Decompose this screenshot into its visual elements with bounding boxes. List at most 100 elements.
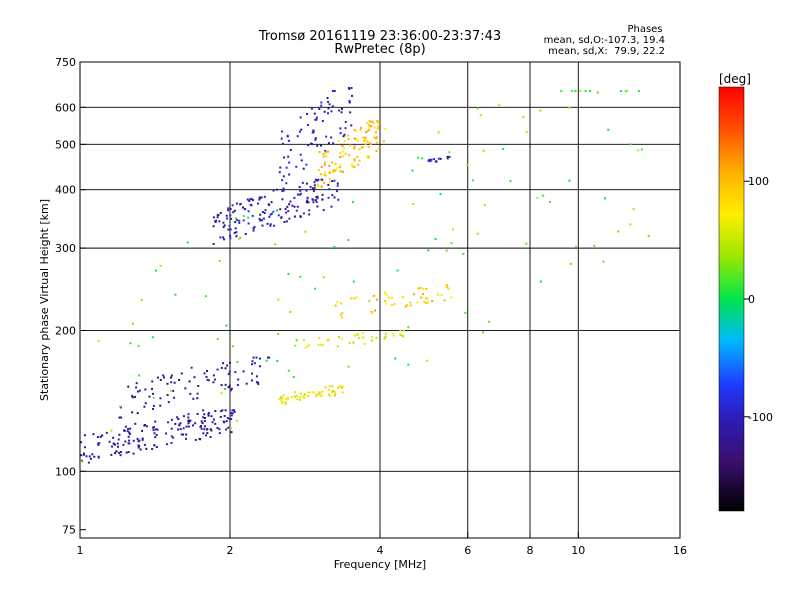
data-point xyxy=(235,219,238,222)
data-point xyxy=(371,311,374,314)
data-point xyxy=(247,210,250,213)
data-point xyxy=(187,422,190,425)
data-point xyxy=(209,436,212,439)
data-point xyxy=(165,443,168,446)
data-point xyxy=(353,147,356,150)
data-point xyxy=(366,130,369,133)
data-point xyxy=(129,427,132,430)
data-point xyxy=(308,213,311,216)
data-point xyxy=(187,416,190,419)
data-point xyxy=(339,152,342,155)
data-point xyxy=(343,147,346,150)
data-point xyxy=(452,228,455,231)
data-points xyxy=(80,86,650,464)
data-point xyxy=(242,206,245,209)
data-point xyxy=(483,204,486,207)
data-point xyxy=(212,374,215,377)
data-point xyxy=(322,155,325,158)
data-point xyxy=(328,178,331,181)
data-point xyxy=(256,202,259,205)
data-point xyxy=(617,230,620,233)
data-point xyxy=(324,151,327,154)
data-point xyxy=(319,144,322,147)
data-point xyxy=(224,367,227,370)
data-point xyxy=(320,101,323,104)
data-point xyxy=(349,111,352,114)
data-point xyxy=(300,159,303,162)
data-point xyxy=(288,173,291,176)
data-point xyxy=(263,195,266,198)
data-point xyxy=(372,294,375,297)
data-point xyxy=(355,333,358,336)
data-point xyxy=(336,301,339,304)
data-point xyxy=(155,433,158,436)
data-point xyxy=(205,375,208,378)
data-point xyxy=(174,293,177,296)
data-point xyxy=(137,344,140,347)
data-point xyxy=(376,120,379,123)
data-point xyxy=(242,215,245,218)
data-point xyxy=(319,180,322,183)
data-point xyxy=(136,437,139,440)
data-point xyxy=(312,201,315,204)
data-point xyxy=(127,435,130,438)
data-point xyxy=(269,224,272,227)
data-point xyxy=(185,433,188,436)
data-point xyxy=(127,442,130,445)
data-point xyxy=(217,213,220,216)
data-point xyxy=(229,427,232,430)
data-point xyxy=(315,393,318,396)
data-point xyxy=(305,163,308,166)
data-point xyxy=(369,143,372,146)
data-point xyxy=(349,144,352,147)
data-point xyxy=(132,439,135,442)
data-point xyxy=(120,416,123,419)
data-point xyxy=(232,211,235,214)
data-point xyxy=(420,296,423,299)
data-point xyxy=(222,236,225,239)
data-point xyxy=(250,363,253,366)
data-point xyxy=(412,293,415,296)
data-point xyxy=(344,127,347,130)
data-point xyxy=(261,211,264,214)
data-point xyxy=(294,344,297,347)
data-point xyxy=(363,343,366,346)
data-point xyxy=(446,155,449,158)
data-point xyxy=(373,126,376,129)
data-point xyxy=(204,295,207,298)
data-point xyxy=(154,428,157,431)
data-point xyxy=(367,123,370,126)
data-point xyxy=(157,376,160,379)
data-point xyxy=(228,417,231,420)
stats-line-x: mean, sd,X: 79.9, 22.2 xyxy=(548,46,665,57)
data-point xyxy=(127,451,130,454)
data-point xyxy=(338,335,341,338)
data-point xyxy=(353,137,356,140)
data-point xyxy=(439,192,442,195)
data-point xyxy=(427,249,430,252)
data-point xyxy=(368,141,371,144)
data-point xyxy=(233,231,236,234)
data-point xyxy=(154,436,157,439)
data-point xyxy=(172,389,175,392)
data-point xyxy=(170,427,173,430)
data-point xyxy=(332,142,335,145)
data-point xyxy=(92,433,95,436)
data-point xyxy=(225,428,228,431)
data-point xyxy=(145,447,148,450)
data-point xyxy=(299,116,302,119)
data-point xyxy=(105,431,108,434)
data-point xyxy=(341,150,344,153)
data-point xyxy=(212,418,215,421)
data-point xyxy=(375,141,378,144)
data-point xyxy=(159,397,162,400)
data-point xyxy=(348,99,351,102)
data-point xyxy=(328,164,331,167)
data-point xyxy=(399,334,402,337)
data-point xyxy=(153,432,156,435)
data-point xyxy=(235,235,238,238)
data-point xyxy=(246,198,249,201)
data-point xyxy=(625,90,628,93)
data-point xyxy=(284,403,287,406)
data-point xyxy=(328,188,331,191)
